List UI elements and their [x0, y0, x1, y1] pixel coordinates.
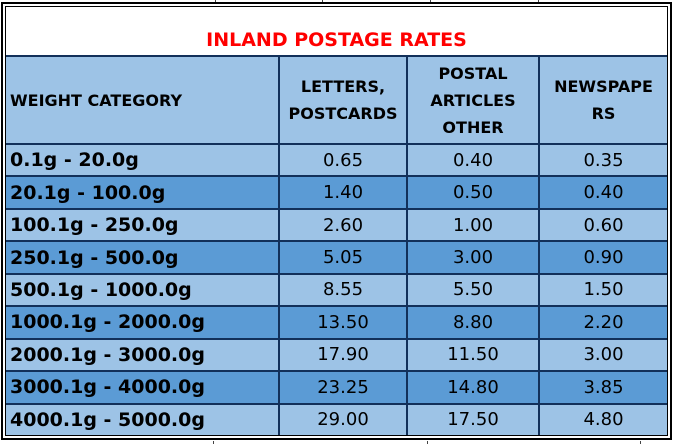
rate-cell: 1.40 — [278, 177, 406, 208]
header-row: WEIGHT CATEGORY LETTERS, POSTCARDS POSTA… — [6, 55, 667, 143]
column-header-postal-articles-other: POSTAL ARTICLES OTHER — [406, 57, 538, 143]
rate-cell: 2.20 — [538, 307, 667, 338]
gridline-tick — [640, 441, 641, 444]
rate-cell: 0.35 — [538, 145, 667, 176]
gridline-tick — [427, 441, 428, 444]
rate-cell: 11.50 — [406, 339, 538, 371]
weight-cell: 2000.1g - 3000.0g — [10, 343, 205, 366]
rate-cell: 0.65 — [278, 145, 406, 176]
rate-cell: 0.60 — [538, 209, 667, 241]
rate-cell: 0.40 — [406, 145, 538, 176]
gridline-tick — [322, 0, 323, 3]
table-row: 500.1g - 1000.0g 8.55 5.50 1.50 — [6, 272, 667, 306]
gridline-tick — [213, 441, 214, 444]
postage-rates-table: INLAND POSTAGE RATES WEIGHT CATEGORY LET… — [5, 6, 668, 436]
rate-cell: 5.05 — [278, 242, 406, 273]
rate-cell: 1.50 — [538, 274, 667, 306]
table-row: 4000.1g - 5000.0g 29.00 17.50 4.80 — [6, 402, 667, 435]
rate-cell: 1.00 — [406, 209, 538, 241]
weight-cell: 1000.1g - 2000.0g — [10, 311, 205, 334]
rate-cell: 17.50 — [406, 404, 538, 435]
weight-cell: 500.1g - 1000.0g — [10, 278, 192, 301]
rate-cell: 23.25 — [278, 372, 406, 403]
rate-cell: 3.00 — [538, 339, 667, 371]
table-row: 250.1g - 500.0g 5.05 3.00 0.90 — [6, 240, 667, 273]
rate-cell: 8.80 — [406, 307, 538, 338]
weight-cell: 250.1g - 500.0g — [10, 246, 179, 269]
weight-cell: 4000.1g - 5000.0g — [10, 408, 205, 431]
weight-cell: 3000.1g - 4000.0g — [10, 376, 205, 399]
table-row: 100.1g - 250.0g 2.60 1.00 0.60 — [6, 207, 667, 241]
table-row: 2000.1g - 3000.0g 17.90 11.50 3.00 — [6, 337, 667, 371]
rate-cell: 14.80 — [406, 372, 538, 403]
gridline-tick — [430, 0, 431, 3]
weight-cell: 0.1g - 20.0g — [10, 149, 139, 172]
rate-cell: 0.50 — [406, 177, 538, 208]
rate-cell: 2.60 — [278, 209, 406, 241]
rate-cell: 0.40 — [538, 177, 667, 208]
gridline-tick — [215, 0, 216, 3]
rate-cell: 3.00 — [406, 242, 538, 273]
rate-cell: 3.85 — [538, 372, 667, 403]
rate-cell: 8.55 — [278, 274, 406, 306]
table-row: 3000.1g - 4000.0g 23.25 14.80 3.85 — [6, 370, 667, 403]
gridline-tick — [538, 0, 539, 3]
rate-cell: 17.90 — [278, 339, 406, 371]
rate-cell: 0.90 — [538, 242, 667, 273]
table-row: 20.1g - 100.0g 1.40 0.50 0.40 — [6, 175, 667, 208]
column-header-newspapers: NEWSPAPE RS — [538, 57, 667, 143]
rate-cell: 5.50 — [406, 274, 538, 306]
weight-cell: 20.1g - 100.0g — [10, 181, 166, 204]
table-title: INLAND POSTAGE RATES — [206, 29, 467, 51]
table-row: 0.1g - 20.0g 0.65 0.40 0.35 — [6, 143, 667, 176]
table-frame: INLAND POSTAGE RATES WEIGHT CATEGORY LET… — [1, 2, 672, 440]
rate-cell: 13.50 — [278, 307, 406, 338]
column-header-weight-category: WEIGHT CATEGORY — [10, 90, 183, 110]
table-row: 1000.1g - 2000.0g 13.50 8.80 2.20 — [6, 305, 667, 338]
title-row: INLAND POSTAGE RATES — [6, 7, 667, 55]
rate-cell: 29.00 — [278, 404, 406, 435]
column-header-letters-postcards: LETTERS, POSTCARDS — [278, 57, 406, 143]
table-body: 0.1g - 20.0g 0.65 0.40 0.35 20.1g - 100.… — [6, 143, 667, 435]
weight-cell: 100.1g - 250.0g — [10, 214, 179, 237]
rate-cell: 4.80 — [538, 404, 667, 435]
